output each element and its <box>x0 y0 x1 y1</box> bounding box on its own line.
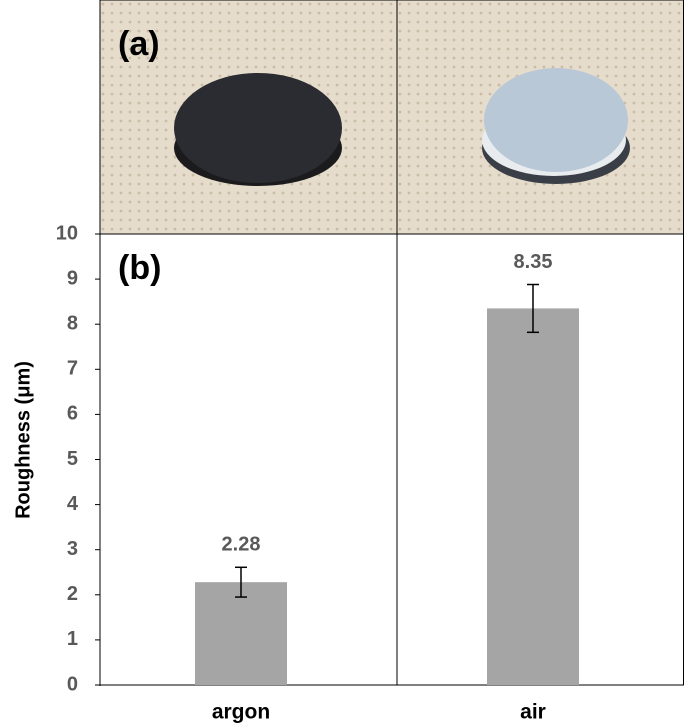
y-tick-label: 10 <box>56 222 78 244</box>
y-tick-label: 0 <box>67 673 78 695</box>
y-tick-label: 3 <box>67 538 78 560</box>
y-tick-label: 4 <box>67 493 79 515</box>
y-tick-label: 6 <box>67 403 78 425</box>
y-tick-label: 1 <box>67 628 78 650</box>
y-tick-label: 5 <box>67 448 78 470</box>
disk-air <box>484 68 628 172</box>
bar <box>195 582 287 685</box>
value-label: 2.28 <box>222 534 261 556</box>
x-tick-label: air <box>520 701 546 724</box>
value-label: 8.35 <box>514 251 553 273</box>
y-tick-label: 7 <box>67 358 78 380</box>
y-tick-label: 9 <box>67 267 78 289</box>
y-tick-label: 8 <box>67 312 78 334</box>
panel-label: (a) <box>118 25 160 63</box>
y-axis-title: Roughness (μm) <box>12 361 34 519</box>
x-tick-label: argon <box>212 701 270 724</box>
panel-label: (b) <box>118 249 161 287</box>
error-bar <box>527 283 539 334</box>
bar <box>487 308 579 685</box>
photo-panel <box>100 0 684 234</box>
disk-argon <box>174 73 342 183</box>
error-bar <box>235 566 247 598</box>
y-tick-label: 2 <box>67 583 78 605</box>
